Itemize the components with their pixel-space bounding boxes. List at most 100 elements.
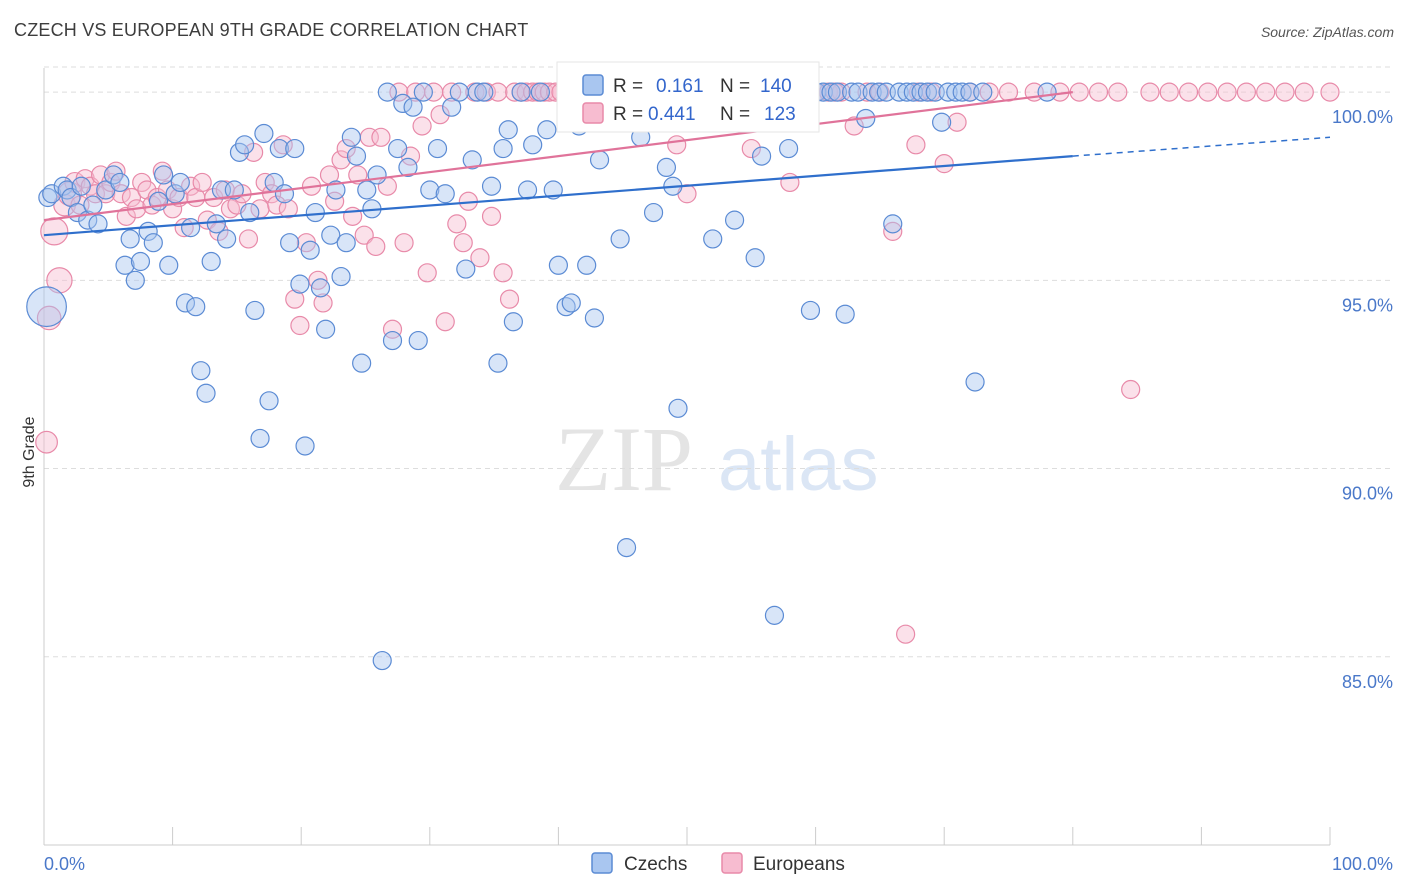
data-point: [947, 112, 967, 132]
legend-czechs-swatch: [582, 74, 604, 96]
data-point: [46, 267, 73, 294]
bottom-legend-czechs-swatch: [591, 852, 613, 874]
data-point: [481, 176, 502, 196]
czechs-trend-extension: [1072, 136, 1331, 157]
data-point: [577, 255, 597, 275]
data-point: [934, 154, 954, 174]
legend-czechs-n-value: 140: [760, 76, 792, 97]
data-point: [269, 138, 289, 159]
data-point: [310, 278, 331, 298]
data-point: [703, 229, 723, 249]
data-point: [300, 240, 320, 260]
data-point: [493, 263, 513, 283]
data-point: [367, 165, 387, 185]
data-point: [435, 184, 455, 204]
data-point: [498, 120, 518, 140]
legend-europeans-swatch: [582, 102, 604, 124]
europeans-points: [35, 82, 1340, 644]
data-point: [170, 172, 190, 193]
data-point: [848, 82, 868, 102]
data-point: [481, 206, 502, 226]
data-point: [467, 82, 487, 102]
data-point: [442, 97, 462, 117]
y-tick-label: 85.0%: [1342, 672, 1393, 692]
data-point: [530, 82, 550, 102]
x-tick-label-min: 0.0%: [44, 854, 85, 874]
data-point: [83, 195, 103, 215]
data-point: [250, 428, 270, 449]
data-point: [235, 135, 255, 155]
data-point: [447, 214, 467, 234]
data-point: [137, 180, 157, 200]
data-point: [842, 82, 862, 102]
data-point: [897, 82, 917, 102]
data-point: [394, 233, 414, 253]
data-point: [331, 150, 351, 170]
data-point: [412, 116, 432, 136]
y-tick-label: 95.0%: [1342, 295, 1393, 315]
data-point: [371, 127, 391, 147]
data-point: [280, 233, 300, 253]
data-point: [427, 138, 448, 159]
data-point: [1256, 82, 1276, 102]
data-point: [35, 430, 58, 454]
data-point: [110, 172, 130, 193]
data-point: [352, 353, 372, 373]
data-point: [835, 304, 855, 324]
data-point: [382, 319, 403, 339]
data-point: [537, 120, 557, 140]
data-point: [821, 82, 841, 102]
data-point: [561, 293, 581, 313]
data-point: [316, 319, 336, 339]
data-point: [357, 180, 377, 200]
data-point: [589, 150, 610, 170]
data-point: [267, 195, 287, 215]
data-point: [224, 180, 244, 200]
data-point: [143, 233, 163, 253]
chart-title: CZECH VS EUROPEAN 9TH GRADE CORRELATION …: [14, 20, 529, 40]
data-point: [470, 248, 490, 268]
data-point: [366, 236, 386, 257]
data-point: [511, 82, 531, 102]
data-point: [159, 255, 179, 275]
data-point: [911, 82, 931, 102]
trend-lines: [43, 91, 1331, 237]
data-point: [1069, 82, 1089, 102]
data-point: [946, 82, 966, 102]
data-point: [778, 138, 799, 159]
data-point: [1159, 82, 1179, 102]
data-point: [442, 82, 462, 102]
legend-europeans-n-label: N =: [720, 104, 750, 125]
data-point: [517, 180, 538, 200]
data-point: [869, 82, 889, 102]
data-point: [408, 330, 428, 351]
data-point: [196, 383, 216, 403]
data-point: [456, 259, 476, 279]
data-point: [435, 312, 455, 332]
data-point: [1198, 82, 1218, 102]
data-point: [120, 229, 140, 249]
data-point: [938, 82, 958, 102]
legend-europeans-n-value: 123: [764, 104, 796, 125]
watermark-zip: ZIP: [555, 408, 693, 510]
data-point: [278, 199, 298, 219]
data-point: [217, 229, 237, 249]
data-point: [741, 138, 761, 159]
data-point: [932, 112, 952, 132]
data-point: [543, 180, 563, 200]
data-point: [844, 116, 864, 136]
data-point: [764, 605, 785, 625]
data-point: [453, 233, 473, 253]
source-label: Source: ZipAtlas.com: [1260, 24, 1394, 40]
data-point: [800, 300, 821, 321]
data-point: [290, 315, 310, 336]
data-point: [398, 157, 418, 178]
data-point: [192, 172, 212, 193]
data-point: [668, 398, 688, 418]
data-point: [883, 221, 903, 241]
data-point: [667, 135, 687, 155]
data-point: [290, 274, 310, 294]
data-point: [191, 361, 211, 381]
legend-czechs-r-label: R =: [613, 76, 643, 97]
